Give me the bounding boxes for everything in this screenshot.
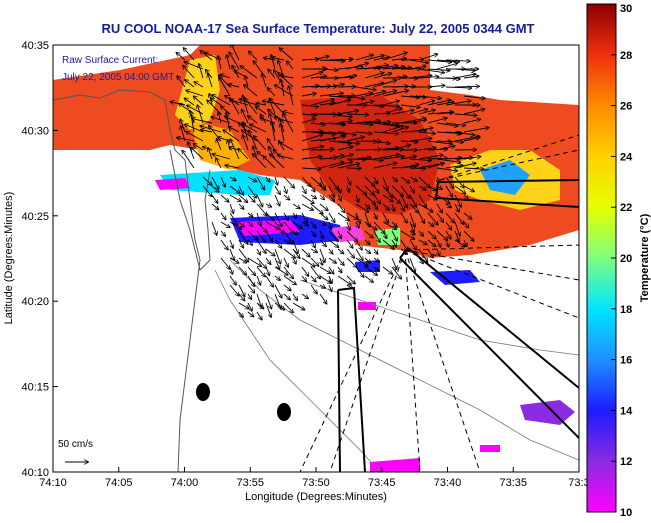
radar-site-1 bbox=[196, 383, 210, 401]
colorbar-tick-label: 20 bbox=[620, 253, 632, 265]
x-axis-label: Longitude (Degrees:Minutes) bbox=[245, 491, 387, 503]
y-tick-label: 40:15 bbox=[21, 382, 49, 394]
subtitle: Raw Surface Current: bbox=[62, 55, 158, 66]
colorbar-tick-label: 16 bbox=[620, 355, 632, 367]
x-tick-label: 73:45 bbox=[368, 477, 396, 489]
y-tick-label: 40:25 bbox=[21, 211, 49, 223]
x-tick-label: 73:35 bbox=[499, 477, 527, 489]
colorbar-tick-label: 12 bbox=[620, 456, 632, 468]
current-vector bbox=[410, 168, 426, 169]
radar-site-2 bbox=[277, 403, 291, 421]
x-tick-label: 73:3 bbox=[568, 477, 589, 489]
colorbar-tick-label: 28 bbox=[620, 50, 632, 62]
sst-magenta-dot-2 bbox=[480, 445, 500, 452]
colorbar-tick-label: 24 bbox=[620, 151, 633, 163]
sst-green-patch bbox=[375, 228, 400, 245]
colorbar-tick-label: 10 bbox=[620, 507, 632, 518]
x-tick-label: 74:00 bbox=[171, 477, 199, 489]
sst-magenta-dot-1 bbox=[358, 302, 376, 310]
y-tick-label: 40:35 bbox=[21, 40, 49, 52]
colorbar-tick-label: 30 bbox=[620, 3, 632, 15]
y-axis-label: Latitude (Degrees:Minutes) bbox=[3, 192, 15, 325]
chart-title: RU COOL NOAA-17 Sea Surface Temperature:… bbox=[101, 21, 534, 36]
x-tick-label: 73:55 bbox=[236, 477, 264, 489]
colorbar-tick-label: 22 bbox=[620, 202, 632, 214]
colorbar-tick-label: 14 bbox=[620, 405, 633, 417]
subtitle-date: July 22, 2005 04:00 GMT bbox=[62, 72, 174, 83]
scale-vector-label: 50 cm/s bbox=[58, 439, 93, 450]
x-tick-label: 73:40 bbox=[434, 477, 462, 489]
x-tick-label: 73:50 bbox=[302, 477, 330, 489]
current-vector bbox=[338, 87, 355, 88]
y-tick-label: 40:30 bbox=[21, 125, 49, 137]
x-tick-label: 74:05 bbox=[105, 477, 133, 489]
colorbar-tick-label: 18 bbox=[620, 304, 632, 316]
sst-magenta-west bbox=[155, 178, 190, 190]
y-tick-label: 40:10 bbox=[21, 467, 49, 479]
colorbar-tick-label: 26 bbox=[620, 101, 632, 113]
colorbar-label: Temperature (°C) bbox=[639, 213, 651, 302]
y-tick-label: 40:20 bbox=[21, 296, 49, 308]
